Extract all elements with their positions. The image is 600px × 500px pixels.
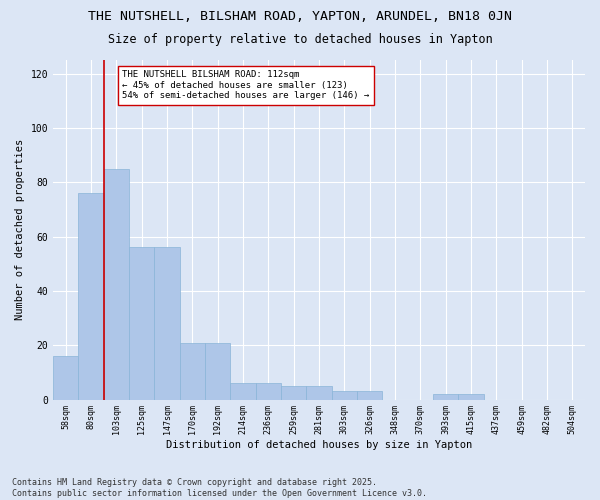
Bar bbox=[154, 248, 179, 400]
X-axis label: Distribution of detached houses by size in Yapton: Distribution of detached houses by size … bbox=[166, 440, 472, 450]
Text: Contains HM Land Registry data © Crown copyright and database right 2025.
Contai: Contains HM Land Registry data © Crown c… bbox=[12, 478, 427, 498]
Bar bbox=[205, 342, 230, 400]
Bar bbox=[332, 392, 357, 400]
Bar bbox=[104, 168, 129, 400]
Text: THE NUTSHELL BILSHAM ROAD: 112sqm
← 45% of detached houses are smaller (123)
54%: THE NUTSHELL BILSHAM ROAD: 112sqm ← 45% … bbox=[122, 70, 370, 100]
Bar bbox=[179, 342, 205, 400]
Bar bbox=[53, 356, 79, 400]
Bar bbox=[357, 392, 382, 400]
Bar bbox=[129, 248, 154, 400]
Bar bbox=[256, 384, 281, 400]
Text: THE NUTSHELL, BILSHAM ROAD, YAPTON, ARUNDEL, BN18 0JN: THE NUTSHELL, BILSHAM ROAD, YAPTON, ARUN… bbox=[88, 10, 512, 23]
Bar bbox=[433, 394, 458, 400]
Bar bbox=[307, 386, 332, 400]
Bar bbox=[230, 384, 256, 400]
Bar bbox=[281, 386, 307, 400]
Y-axis label: Number of detached properties: Number of detached properties bbox=[15, 139, 25, 320]
Bar bbox=[458, 394, 484, 400]
Bar bbox=[79, 193, 104, 400]
Text: Size of property relative to detached houses in Yapton: Size of property relative to detached ho… bbox=[107, 32, 493, 46]
